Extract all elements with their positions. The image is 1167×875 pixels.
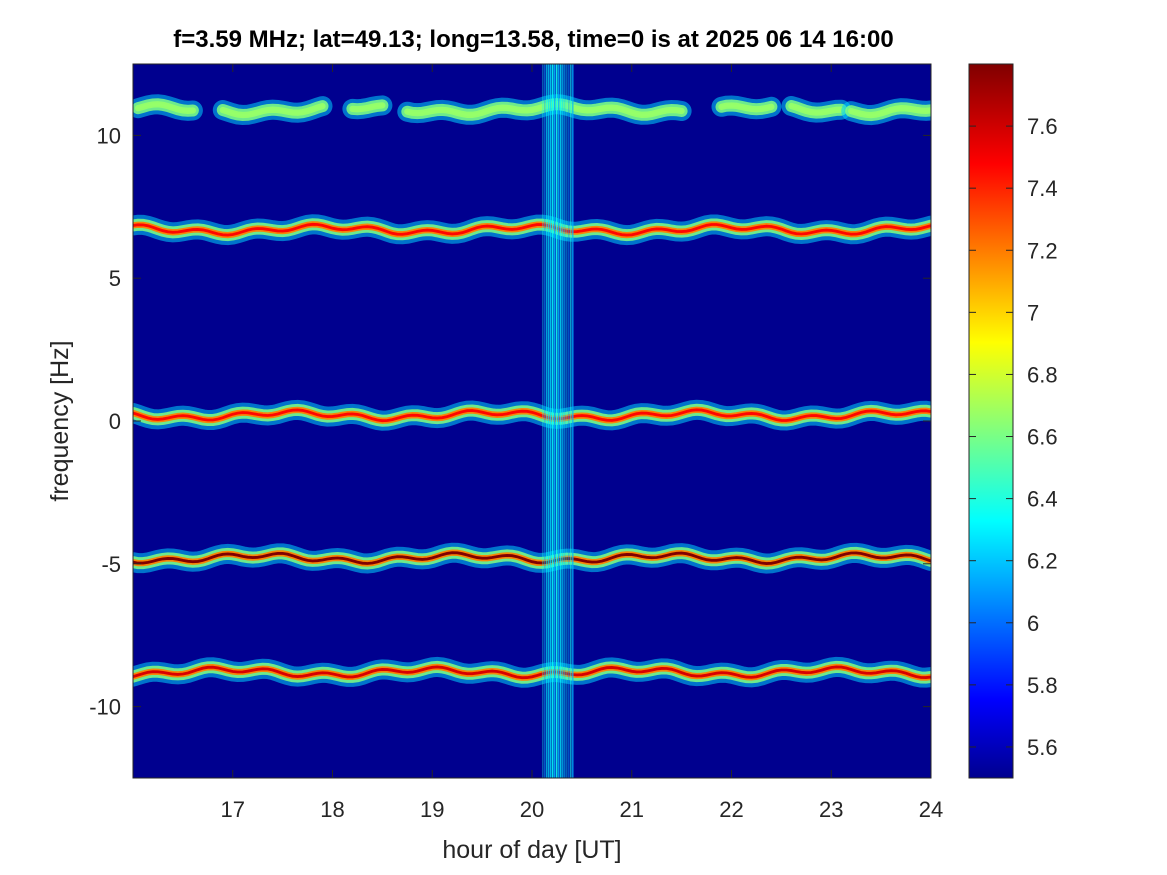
interference-strip [549, 64, 552, 778]
y-tick-label: 0 [109, 409, 121, 434]
colorbar-tick-label: 7 [1027, 300, 1039, 325]
band-trace [849, 106, 931, 117]
x-tick-label: 21 [620, 797, 644, 822]
colorbar-tick-label: 5.8 [1027, 673, 1058, 698]
band-trace [133, 222, 931, 237]
spectral-bands [133, 64, 931, 778]
x-tick-label: 20 [520, 797, 544, 822]
interference-strip [569, 64, 572, 778]
y-axis-label: frequency [Hz] [46, 340, 74, 501]
colorbar-tick-label: 6 [1027, 611, 1039, 636]
interference-strip [563, 64, 566, 778]
colorbar-tick-label: 5.6 [1027, 735, 1058, 760]
band-trace [221, 104, 324, 117]
band-trace [136, 102, 195, 113]
x-axis-label: hour of day [UT] [442, 836, 621, 864]
interference-strip [559, 64, 562, 778]
colorbar-tick-label: 6.6 [1027, 425, 1058, 450]
band-trace [405, 102, 684, 117]
x-tick-label: 23 [819, 797, 843, 822]
x-tick-label: 19 [420, 797, 444, 822]
interference-strip [541, 64, 544, 778]
interference-strip [561, 64, 564, 778]
chart-title: f=3.59 MHz; lat=49.13; long=13.58, time=… [173, 26, 894, 53]
x-tick-label: 18 [320, 797, 344, 822]
y-axis: 10 5 0 -5 -10 [89, 123, 931, 720]
x-tick-label: 22 [719, 797, 743, 822]
band-trace [789, 104, 843, 115]
y-tick-label: -5 [101, 552, 121, 577]
band-trace [350, 103, 384, 111]
y-tick-label: -10 [89, 695, 121, 720]
interference-strip [543, 64, 546, 778]
interference-strip [571, 64, 574, 778]
x-tick-label: 24 [919, 797, 943, 822]
interference-strip [545, 64, 548, 778]
colorbar-tick-label: 7.2 [1027, 238, 1058, 263]
x-tick-label: 17 [221, 797, 245, 822]
interference-strip [567, 64, 570, 778]
band-trace [133, 551, 931, 566]
interference-strip [553, 64, 556, 778]
colorbar-tick-label: 7.6 [1027, 114, 1058, 139]
colorbar-ticks: 7.6 7.4 7.2 7 6.8 6.6 6.4 6.2 6 5.8 5.6 [969, 114, 1058, 760]
interference-strip [555, 64, 558, 778]
colorbar-tick-label: 7.4 [1027, 176, 1058, 201]
y-tick-label: 10 [97, 123, 121, 148]
band-trace [133, 408, 931, 423]
colorbar [968, 63, 1014, 779]
y-tick-label: 5 [109, 266, 121, 291]
colorbar-tick-label: 6.4 [1027, 487, 1058, 512]
interference-strip [551, 64, 554, 778]
interference-strip [565, 64, 568, 778]
band-trace [133, 665, 931, 680]
interference-strip [547, 64, 550, 778]
x-axis: 17 18 19 20 21 22 23 24 [221, 64, 943, 822]
colorbar-tick-label: 6.2 [1027, 549, 1058, 574]
band-trace [720, 104, 773, 111]
colorbar-tick-label: 6.8 [1027, 362, 1058, 387]
interference-strip [557, 64, 560, 778]
